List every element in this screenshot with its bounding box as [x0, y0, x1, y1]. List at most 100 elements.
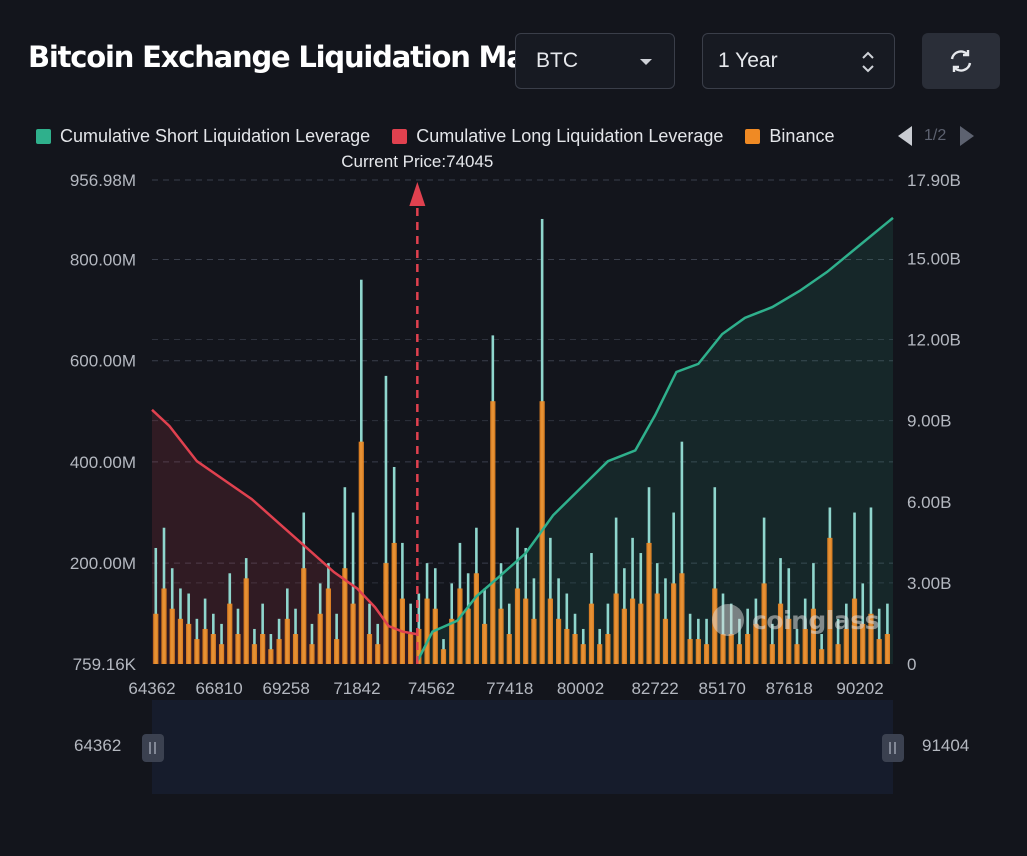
- binance-bar: [482, 623, 488, 664]
- binance-bar: [745, 634, 751, 664]
- total-liquidation-bar: [820, 634, 823, 664]
- legend-item-long[interactable]: Cumulative Long Liquidation Leverage: [392, 126, 723, 147]
- binance-bar: [317, 613, 323, 664]
- binance-bar: [465, 608, 471, 664]
- binance-bar: [243, 578, 249, 664]
- y-left-tick-label: 759.16K: [73, 655, 137, 674]
- binance-bar: [449, 618, 455, 664]
- binance-bar: [268, 649, 274, 664]
- binance-bar: [720, 634, 726, 664]
- binance-bar: [761, 583, 767, 664]
- binance-bar: [416, 628, 422, 664]
- binance-bar: [555, 618, 562, 664]
- binance-bar: [276, 639, 282, 664]
- binance-bar: [531, 618, 537, 664]
- total-liquidation-bar: [680, 441, 684, 664]
- total-liquidation-bar: [836, 618, 840, 664]
- binance-bar: [186, 623, 192, 664]
- binance-bar: [613, 593, 619, 664]
- binance-bar: [194, 639, 200, 664]
- binance-bar: [827, 537, 833, 664]
- total-liquidation-bar: [886, 603, 889, 664]
- y-right-tick-label: 17.90B: [907, 171, 961, 190]
- total-liquidation-bar: [384, 375, 388, 664]
- total-liquidation-bar: [688, 613, 692, 664]
- legend-swatch-long: [392, 128, 408, 144]
- legend-prev-icon[interactable]: [898, 126, 912, 146]
- binance-bar: [794, 644, 800, 664]
- x-tick-label: 66810: [195, 679, 242, 698]
- binance-bar: [218, 644, 225, 664]
- binance-bar: [539, 401, 545, 664]
- binance-bar: [210, 634, 216, 664]
- binance-bar: [383, 563, 389, 664]
- binance-bar: [292, 634, 299, 664]
- binance-bar: [687, 639, 693, 664]
- binance-bar: [819, 649, 825, 664]
- total-liquidation-bar: [705, 618, 708, 664]
- binance-bar: [251, 644, 258, 664]
- binance-bar: [835, 644, 841, 664]
- total-liquidation-bar: [614, 517, 618, 664]
- binance-bar: [860, 623, 866, 664]
- x-tick-label: 90202: [836, 679, 883, 698]
- binance-bar: [851, 598, 858, 664]
- binance-bar: [375, 644, 381, 664]
- short-cumulative-area: [417, 217, 893, 665]
- coin-select[interactable]: BTC: [515, 33, 675, 89]
- total-liquidation-bar: [261, 603, 264, 664]
- binance-bar: [769, 644, 775, 664]
- binance-bar: [161, 588, 167, 664]
- x-tick-label: 82722: [631, 679, 678, 698]
- binance-bar: [440, 649, 447, 664]
- long-cumulative-line: [151, 408, 418, 636]
- total-liquidation-bar: [220, 623, 223, 664]
- y-left-tick-label: 200.00M: [70, 554, 136, 573]
- total-liquidation-bar: [738, 618, 741, 664]
- total-liquidation-bar: [376, 623, 380, 664]
- range-slider-left-handle: [142, 734, 164, 762]
- time-range-select[interactable]: 1 Year: [702, 33, 895, 89]
- x-tick-label: 80002: [557, 679, 604, 698]
- y-right-tick-label: 15.00B: [907, 249, 961, 268]
- legend-pager: 1/2: [898, 124, 975, 148]
- binance-bar: [334, 639, 340, 664]
- binance-bar: [227, 603, 233, 664]
- x-tick-label: 74562: [408, 679, 455, 698]
- binance-bar: [490, 401, 496, 664]
- binance-bar: [309, 644, 315, 664]
- legend-item-binance[interactable]: Binance: [745, 126, 834, 147]
- binance-bar: [703, 644, 710, 664]
- binance-bar: [810, 608, 817, 664]
- binance-bar: [358, 441, 364, 664]
- chevron-down-icon: [640, 59, 652, 65]
- binance-bar: [621, 608, 627, 664]
- binance-bar: [498, 608, 504, 664]
- total-liquidation-bar: [869, 507, 873, 664]
- binance-bar: [605, 634, 611, 664]
- legend-next-icon[interactable]: [960, 126, 975, 146]
- legend-swatch-short: [36, 128, 51, 144]
- binance-bar: [457, 588, 463, 664]
- total-liquidation-bar: [853, 512, 856, 664]
- x-tick-label: 71842: [333, 679, 380, 698]
- x-tick-label: 87618: [766, 679, 813, 698]
- legend-item-short[interactable]: Cumulative Short Liquidation Leverage: [36, 126, 370, 147]
- binance-bar: [580, 644, 586, 664]
- y-right-tick-label: 6.00B: [907, 493, 951, 512]
- watermark-text: coinglass: [752, 605, 879, 635]
- y-right-tick-label: 12.00B: [907, 331, 961, 350]
- binance-bar: [350, 603, 356, 664]
- x-tick-label: 77418: [486, 679, 533, 698]
- binance-bar: [654, 593, 660, 664]
- refresh-button[interactable]: [922, 33, 1000, 89]
- total-liquidation-bar: [507, 603, 511, 664]
- binance-bar: [506, 634, 512, 664]
- y-left-tick-label: 956.98M: [70, 171, 136, 190]
- binance-bar: [424, 598, 430, 664]
- binance-bar: [391, 542, 397, 664]
- binance-bar: [572, 634, 578, 664]
- binance-bar: [432, 608, 438, 664]
- legend-label-long: Cumulative Long Liquidation Leverage: [416, 125, 724, 146]
- total-liquidation-bar: [713, 487, 717, 664]
